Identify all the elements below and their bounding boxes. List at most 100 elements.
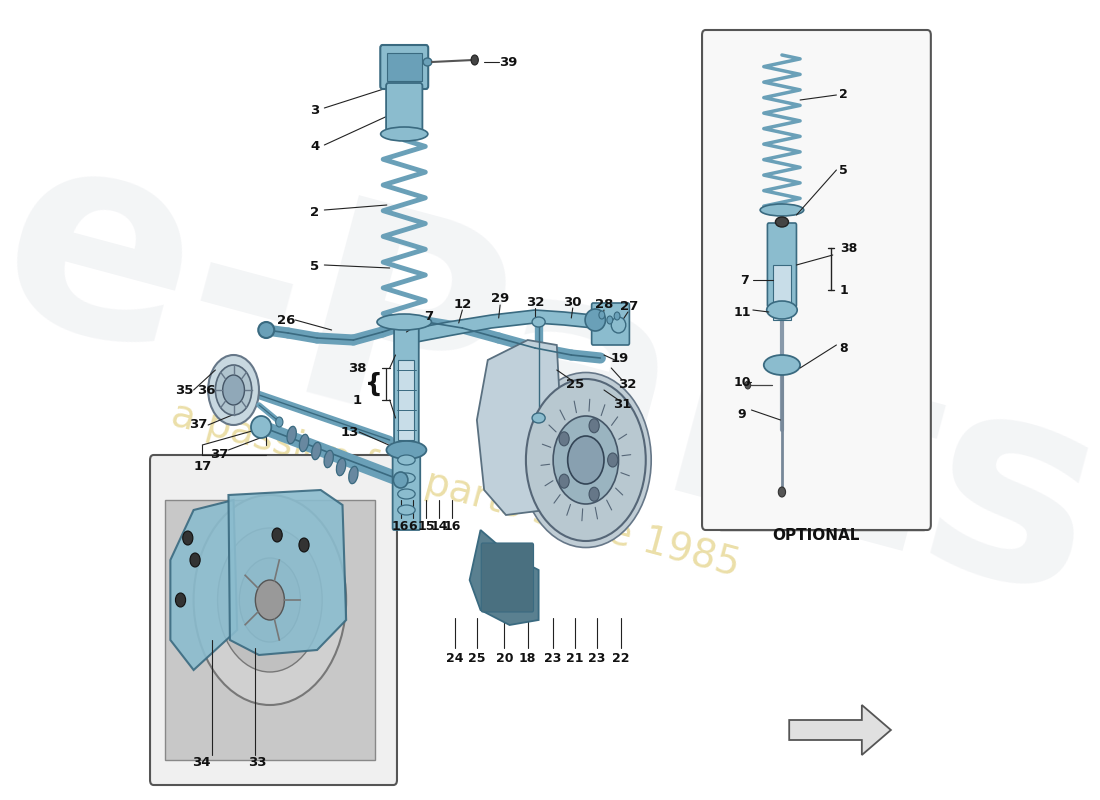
Ellipse shape	[398, 473, 415, 483]
Circle shape	[255, 580, 285, 620]
Circle shape	[607, 316, 613, 324]
Text: a passion for parts since 1985: a passion for parts since 1985	[166, 396, 744, 584]
Ellipse shape	[299, 434, 309, 452]
Circle shape	[240, 558, 300, 642]
Circle shape	[218, 528, 322, 672]
Text: 24: 24	[447, 651, 464, 665]
Text: 20: 20	[496, 651, 514, 665]
Text: 7: 7	[740, 274, 748, 286]
Circle shape	[559, 474, 569, 488]
Text: 12: 12	[453, 298, 472, 310]
Text: 3: 3	[310, 103, 319, 117]
Ellipse shape	[767, 301, 798, 319]
Ellipse shape	[349, 466, 359, 484]
Ellipse shape	[337, 458, 345, 476]
Text: 1: 1	[840, 283, 849, 297]
Circle shape	[299, 538, 309, 552]
Text: 16: 16	[443, 521, 461, 534]
Circle shape	[590, 418, 600, 433]
Text: 38: 38	[348, 362, 366, 374]
Polygon shape	[406, 310, 593, 344]
Text: 17: 17	[194, 459, 211, 473]
Circle shape	[276, 417, 283, 427]
FancyBboxPatch shape	[150, 455, 397, 785]
Text: 16: 16	[392, 521, 409, 534]
Text: 13: 13	[341, 426, 359, 438]
Ellipse shape	[526, 379, 646, 541]
Text: 5: 5	[839, 163, 848, 177]
Ellipse shape	[258, 322, 274, 338]
Text: 21: 21	[566, 651, 584, 665]
Ellipse shape	[386, 441, 427, 459]
Ellipse shape	[287, 426, 296, 444]
Text: 8: 8	[839, 342, 848, 354]
Circle shape	[614, 312, 620, 320]
Text: 11: 11	[734, 306, 750, 318]
Text: 37: 37	[189, 418, 208, 431]
Text: 15: 15	[417, 521, 434, 534]
Ellipse shape	[208, 355, 258, 425]
Text: 28: 28	[595, 298, 613, 310]
Text: 1: 1	[352, 394, 362, 406]
Text: 14: 14	[430, 521, 448, 534]
Circle shape	[559, 432, 569, 446]
Circle shape	[175, 593, 186, 607]
Text: 32: 32	[526, 295, 544, 309]
Ellipse shape	[585, 309, 605, 331]
Ellipse shape	[251, 416, 272, 438]
FancyBboxPatch shape	[481, 543, 534, 612]
Ellipse shape	[222, 375, 244, 405]
Ellipse shape	[216, 365, 252, 415]
Circle shape	[779, 487, 785, 497]
Text: 36: 36	[197, 383, 216, 397]
Polygon shape	[789, 705, 891, 755]
Text: 35: 35	[175, 383, 194, 397]
Circle shape	[471, 55, 478, 65]
Bar	[165, 500, 375, 760]
Polygon shape	[477, 340, 564, 515]
Text: 23: 23	[588, 651, 605, 665]
Text: 10: 10	[734, 375, 750, 389]
Circle shape	[190, 553, 200, 567]
Ellipse shape	[324, 450, 333, 468]
Circle shape	[598, 311, 605, 319]
FancyBboxPatch shape	[386, 83, 422, 134]
Ellipse shape	[377, 314, 431, 330]
FancyBboxPatch shape	[768, 223, 796, 307]
Circle shape	[590, 487, 600, 502]
Bar	[387, 53, 421, 81]
Ellipse shape	[398, 455, 415, 465]
Text: 9: 9	[738, 409, 746, 422]
Text: 25: 25	[469, 651, 485, 665]
Text: 27: 27	[620, 299, 638, 313]
Ellipse shape	[520, 373, 651, 547]
FancyBboxPatch shape	[381, 45, 428, 89]
Text: 31: 31	[613, 398, 631, 411]
Text: 29: 29	[491, 291, 509, 305]
Text: {: {	[365, 372, 383, 396]
Text: 33: 33	[249, 755, 267, 769]
Bar	[773, 265, 791, 320]
Text: OPTIONAL: OPTIONAL	[772, 527, 860, 542]
Text: 26: 26	[277, 314, 295, 326]
Text: 39: 39	[499, 57, 517, 70]
Bar	[398, 360, 415, 440]
Text: 4: 4	[310, 141, 319, 154]
Text: 34: 34	[191, 755, 210, 769]
Text: 22: 22	[612, 651, 629, 665]
Text: 30: 30	[563, 295, 582, 309]
Circle shape	[194, 495, 346, 705]
Ellipse shape	[763, 355, 800, 375]
Ellipse shape	[553, 416, 618, 504]
Ellipse shape	[760, 204, 804, 216]
Ellipse shape	[398, 489, 415, 499]
Ellipse shape	[612, 317, 626, 333]
Text: 32: 32	[618, 378, 637, 391]
Text: 2: 2	[839, 89, 848, 102]
Circle shape	[183, 531, 192, 545]
Polygon shape	[229, 490, 346, 655]
Text: 37: 37	[210, 449, 228, 462]
Text: 6: 6	[408, 521, 417, 534]
Text: 7: 7	[424, 310, 432, 322]
Circle shape	[607, 453, 618, 467]
